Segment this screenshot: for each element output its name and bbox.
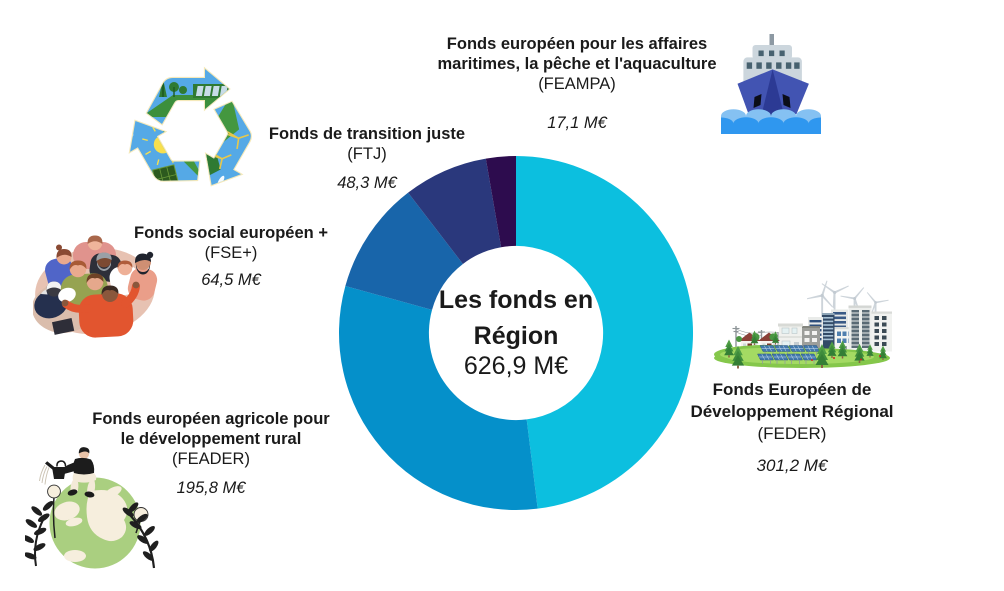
right-branch	[121, 500, 161, 569]
ftj-acronym: (FTJ)	[347, 145, 387, 163]
gardener	[62, 447, 97, 498]
fse-acronym: (FSE+)	[204, 244, 258, 262]
watering-can	[39, 460, 67, 485]
feampa-acronym: (FEAMPA)	[538, 75, 616, 93]
feampa-value: 17,1 M€	[547, 114, 607, 132]
group-hug-icon	[33, 235, 158, 338]
feampa-title: Fonds européen pour les affaires maritim…	[437, 35, 717, 73]
label-feampa: Fonds européen pour les affaires maritim…	[417, 34, 737, 133]
green-city-icon	[714, 273, 892, 369]
fse-value: 64,5 M€	[201, 271, 261, 289]
fse-title: Fonds social européen +	[134, 224, 328, 242]
left-branch	[25, 499, 55, 567]
city-buildings	[778, 305, 892, 352]
feader-acronym: (FEADER)	[172, 450, 250, 468]
ftj-value: 48,3 M€	[337, 174, 397, 192]
donut-center-title: Les fonds en Région	[438, 286, 594, 350]
ship-icon	[721, 34, 821, 134]
feder-title: Fonds Européen de Développement Régional	[690, 380, 894, 421]
donut-segment-feder	[516, 156, 694, 509]
donut-segment-feampa	[485, 156, 516, 248]
feder-value: 301,2 M€	[756, 456, 828, 475]
donut-chart	[338, 156, 694, 511]
feader-title: Fonds européen agricole pour le développ…	[92, 410, 330, 448]
flower-buds	[47, 484, 149, 539]
feader-value: 195,8 M€	[176, 479, 246, 497]
ftj-title: Fonds de transition juste	[268, 125, 466, 143]
label-fse: Fonds social européen + (FSE+) 64,5 M€	[111, 223, 351, 290]
donut-center-label: Les fonds en Région 626,9 M€	[406, 282, 626, 383]
label-feder: Fonds Européen de Développement Régional…	[652, 379, 932, 477]
feder-acronym: (FEDER)	[757, 424, 827, 443]
label-feader: Fonds européen agricole pour le développ…	[71, 409, 351, 498]
donut-segment-ftj	[408, 158, 502, 264]
donut-center-value: 626,9 M€	[463, 352, 569, 380]
flowers	[811, 355, 881, 361]
recycling-collage-icon	[116, 67, 271, 204]
donut-segment-feader	[338, 285, 538, 511]
earth-care-icon	[25, 447, 161, 569]
label-ftj: Fonds de transition juste (FTJ) 48,3 M€	[247, 124, 487, 193]
donut-segment-fse	[345, 192, 463, 310]
